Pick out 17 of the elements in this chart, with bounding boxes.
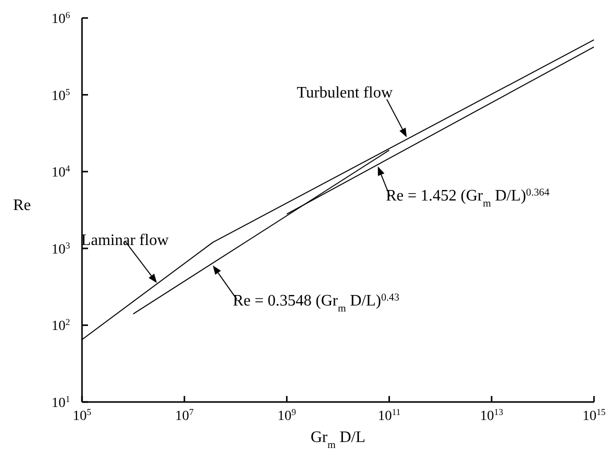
y-tick-label: 10$^{3}$ bbox=[51, 240, 70, 258]
annotation: Re = 0.3548 (Gr$_{m}$ D/L)$^{0.43}$ bbox=[232, 292, 400, 314]
y-tick-label: 10$^{5}$ bbox=[51, 86, 70, 104]
annotation: Laminar flow bbox=[81, 232, 170, 249]
y-tick-label: 10$^{1}$ bbox=[51, 394, 70, 411]
x-tick-label: 10$^{9}$ bbox=[278, 407, 297, 424]
x-tick-label: 10$^{15}$ bbox=[582, 407, 606, 424]
y-axis-title: Re bbox=[13, 197, 31, 214]
x-tick-label: 10$^{13}$ bbox=[480, 407, 504, 424]
x-tick-label: 10$^{11}$ bbox=[378, 407, 401, 424]
y-tick-label: 10$^{2}$ bbox=[51, 317, 70, 334]
y-tick-label: 10$^{6}$ bbox=[51, 10, 70, 27]
y-tick-label: 10$^{4}$ bbox=[51, 164, 70, 181]
x-tick-label: 10$^{5}$ bbox=[72, 407, 92, 424]
x-axis-title: Gr$_{m}$ D/L bbox=[310, 429, 366, 450]
annotation: Turbulent flow bbox=[296, 84, 394, 102]
x-tick-label: 10$^{7}$ bbox=[175, 407, 194, 424]
